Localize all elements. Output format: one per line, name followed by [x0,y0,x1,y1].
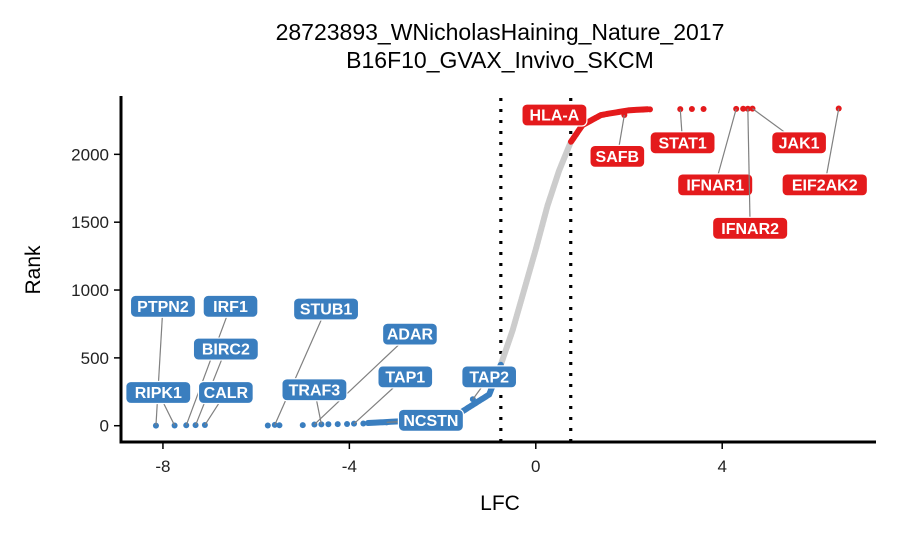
label-box-ptpn2 [129,294,197,318]
gene-label-ptpn2: PTPN2 [137,299,189,316]
gene-label-jak1: JAK1 [779,135,820,152]
label-box-adar [381,322,438,346]
label-leader-ifnar1 [717,108,737,175]
gene-point [360,420,367,427]
label-box-tap1 [377,365,434,389]
gene-label-traf3: TRAF3 [289,382,341,399]
y-tick-label: 1500 [71,213,109,232]
label-leader-tap2 [472,387,482,400]
gene-label-tap2: TAP2 [469,369,509,386]
label-box-ifnar2 [711,216,789,240]
label-box-traf3 [281,378,348,402]
gene-labels: PTPN2 RIPK1 IRF1 BIRC2 CALR STUB1 ADAR TRAF3 TAP… [125,103,869,432]
y-axis-title: Rank [22,245,45,295]
label-box-stat1 [649,131,716,155]
x-tick-label: -8 [155,457,170,476]
label-leader-jak1 [752,108,785,133]
label-box-ncstn [397,408,465,432]
gene-point [740,105,747,112]
gene-label-irf1: IRF1 [213,299,248,316]
label-box-eif2ak2 [781,173,869,197]
gene-point [299,422,306,429]
label-box-birc2 [192,337,259,361]
gene-point [264,422,271,429]
x-tick-label: 4 [717,457,726,476]
label-leader-ncstn [386,421,399,423]
label-box-irf1 [202,294,259,318]
label-leader-stub1 [274,319,322,426]
curve-segment-neutral [497,139,574,368]
gene-point [334,421,341,428]
label-leader-eif2ak2 [826,108,840,174]
gene-label-hla-a: HLA-A [530,107,580,124]
gene-label-safb: SAFB [596,149,640,166]
label-box-calr [197,380,254,405]
label-box-safb [589,144,646,168]
x-tick-label: -4 [342,457,357,476]
gene-label-birc2: BIRC2 [202,342,250,359]
chart-title: 28723893_WNicholasHaining_Nature_2017 [276,19,725,45]
gene-point [325,421,332,428]
label-leader-ripk1 [163,403,176,426]
label-box-tap2 [461,365,518,389]
gene-label-adar: ADAR [387,327,434,344]
label-box-hla-a [521,103,588,127]
axes: -8 -4 0 4 0 500 1000 1500 2000 [71,96,876,476]
label-leader-traf3 [316,400,322,425]
gene-label-ifnar1: IFNAR1 [686,177,744,194]
label-leader-tap1 [353,387,394,425]
y-tick-label: 500 [81,349,109,368]
gene-label-stat1: STAT1 [658,135,706,152]
label-box-stub1 [292,297,360,321]
gene-label-ripk1: RIPK1 [135,385,182,402]
label-leader-irf1 [185,317,227,426]
gene-point [639,106,646,113]
gene-label-calr: CALR [204,385,249,402]
label-leader-safb [618,114,625,146]
gene-point [700,106,707,113]
gene-label-eif2ak2: EIF2AK2 [792,177,858,194]
label-leader-ifnar2 [747,108,751,218]
gene-point [646,106,653,113]
label-box-jak1 [771,131,828,155]
y-tick-label: 2000 [71,145,109,164]
gene-point [688,106,695,113]
y-tick-label: 0 [100,417,109,436]
gene-label-ifnar2: IFNAR2 [721,221,779,238]
x-tick-label: 0 [531,457,540,476]
threshold-lines [499,98,573,442]
label-leader-calr [204,403,220,426]
chart-subtitle: B16F10_GVAX_Invivo_SKCM [346,47,654,73]
y-tick-label: 1000 [71,281,109,300]
label-leader-adar [313,344,399,425]
x-axis-title: LFC [480,492,520,515]
label-box-ifnar1 [677,173,754,197]
label-box-ripk1 [125,380,192,405]
gene-label-tap1: TAP1 [385,369,425,386]
label-leader-ptpn2 [155,317,163,426]
gene-point [276,422,283,429]
gene-point [344,420,351,427]
label-leader-stat1 [679,109,683,132]
gene-label-ncstn: NCSTN [403,413,458,430]
gene-label-stub1: STUB1 [300,302,353,319]
